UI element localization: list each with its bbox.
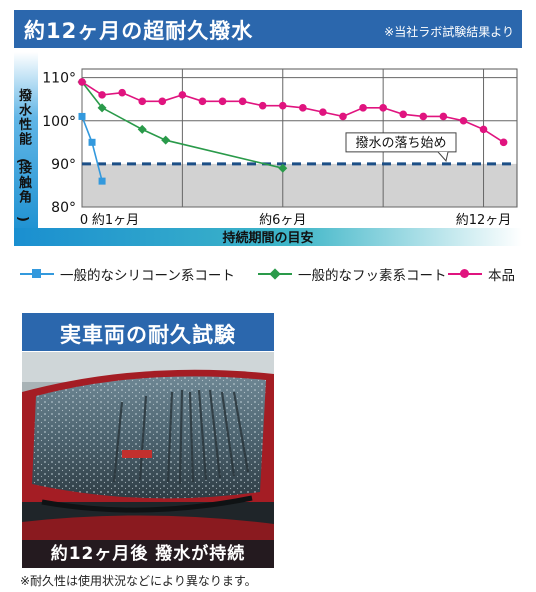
series-0-point <box>88 138 96 146</box>
legend-item-silicone: 一般的なシリコーン系コート <box>20 264 235 284</box>
series-0-point <box>98 177 106 185</box>
below-threshold-area <box>82 163 517 207</box>
legend-item-fluorine: 一般的なフッ素系コート <box>258 264 447 284</box>
x-tick-label: 0 <box>80 213 88 228</box>
footnote: ※耐久性は使用状況などにより異なります。 <box>20 574 257 588</box>
series-2-point <box>439 112 448 121</box>
series-2-point <box>218 97 227 106</box>
series-2-point <box>78 78 86 86</box>
series-2-point <box>158 97 167 106</box>
header-banner: 約12ヶ月の超耐久撥水 ※当社ラボ試験結果より <box>14 10 522 48</box>
windshield-illustration <box>22 352 274 540</box>
y-axis-label-char: 角 <box>19 190 32 206</box>
photo-banner: 実車両の耐久試験 <box>22 313 274 351</box>
legend-item-product: 本品 <box>448 264 515 284</box>
y-axis-label-char: ( <box>15 158 30 164</box>
photo-title: 実車両の耐久試験 <box>60 323 236 347</box>
header-note: ※当社ラボ試験結果より <box>384 25 514 39</box>
x-axis-label: 持続期間の目安 <box>222 230 313 246</box>
series-0-point <box>78 112 86 120</box>
series-2-point <box>399 110 408 119</box>
y-axis-label-char: 触 <box>18 175 32 191</box>
x-tick-label: 約6ヶ月 <box>259 213 306 228</box>
series-2-point <box>118 88 126 97</box>
series-2-point <box>198 97 207 106</box>
series-2-point <box>278 101 287 110</box>
chart-legend: 一般的なシリコーン系コート 一般的なフッ素系コート 本品 <box>14 264 522 284</box>
series-1-point <box>137 124 147 134</box>
series-line-2 <box>81 81 505 143</box>
series-2-point <box>419 112 428 121</box>
y-axis-label-char: 接 <box>19 161 32 177</box>
y-axis-label-char: ) <box>15 216 30 222</box>
x-tick-label: 約12ヶ月 <box>456 213 512 228</box>
legend-marker-silicone <box>20 267 54 281</box>
series-2-point <box>319 108 327 116</box>
legend-label-fluorine: 一般的なフッ素系コート <box>298 268 447 284</box>
y-axis-band <box>14 52 38 240</box>
series-2-point <box>359 104 367 112</box>
series-2-point <box>178 91 187 99</box>
series-2-point <box>98 91 106 99</box>
series-2-point <box>499 138 508 147</box>
series-2-point <box>479 125 488 134</box>
series-2-point <box>459 116 468 125</box>
threshold-label-box <box>345 132 457 153</box>
page-title: 約12ヶ月の超耐久撥水 <box>24 19 254 43</box>
series-2-point <box>379 104 387 112</box>
y-axis-label: 撥水性能 (接触角) <box>15 89 33 222</box>
threshold-label-pointer <box>437 151 449 162</box>
y-tick-label: 100° <box>42 114 76 130</box>
y-tick-label: 90° <box>51 157 76 173</box>
photo-caption: 約12ヶ月後 撥水が持続 <box>22 540 274 568</box>
x-axis-band <box>14 228 522 246</box>
y-axis-label-char: 能 <box>19 132 32 148</box>
legend-label-silicone: 一般的なシリコーン系コート <box>60 268 235 284</box>
series-2-point <box>258 101 267 110</box>
series-2-point <box>299 104 307 112</box>
y-axis-label-char: 水 <box>19 103 33 119</box>
durability-chart: 撥水の落ち始め 110° 100° 90° 80° 0 約1ヶ月 約6ヶ月 約12ヶ月 撥水… <box>14 52 522 246</box>
windshield-photo <box>22 352 274 540</box>
y-tick-label: 110° <box>42 71 76 87</box>
series-1-point <box>97 103 107 113</box>
y-tick-label: 80° <box>51 200 76 216</box>
series-1-point <box>278 163 288 173</box>
legend-marker-fluorine <box>258 267 292 281</box>
legend-label-product: 本品 <box>488 268 515 284</box>
series-2-point <box>138 97 147 106</box>
series-1-point <box>161 135 171 145</box>
legend-marker-product <box>448 267 482 281</box>
series-2-point <box>339 112 347 121</box>
threshold-label: 撥水の落ち始め <box>355 136 446 151</box>
y-axis-label-char: 性 <box>19 117 32 133</box>
x-tick-label: 約1ヶ月 <box>92 213 139 228</box>
y-axis-label-char: 撥 <box>19 89 33 104</box>
series-2-point <box>238 97 247 106</box>
